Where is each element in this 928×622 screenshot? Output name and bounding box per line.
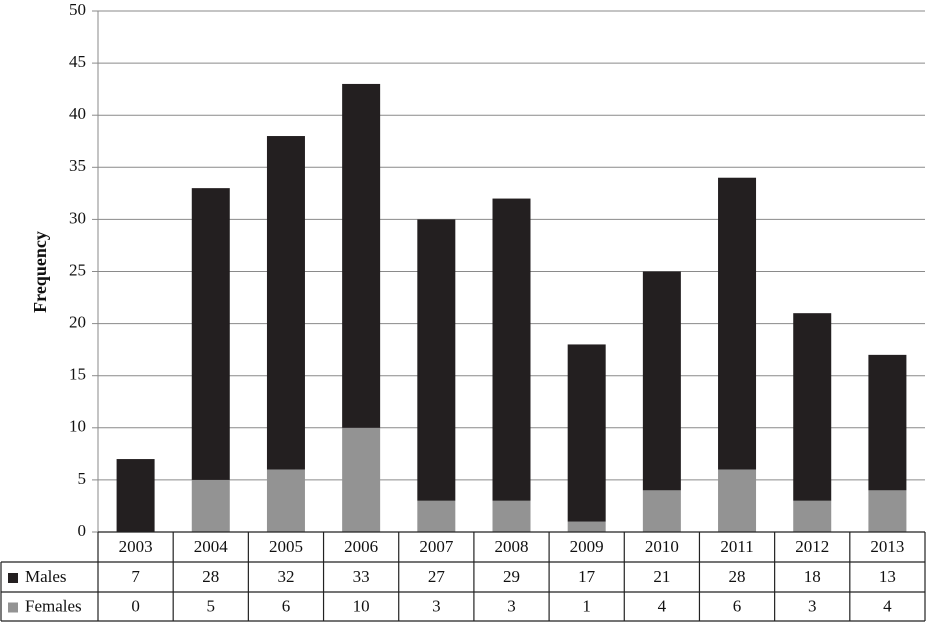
table-value: 6 [282, 596, 291, 615]
bar-segment [718, 177, 757, 470]
legend-label: Females [25, 596, 82, 615]
bar-segment [868, 354, 907, 491]
y-tick-label: 15 [69, 365, 86, 384]
y-tick-label: 50 [69, 0, 86, 19]
bar-segment [342, 83, 381, 428]
table-value: 5 [207, 596, 216, 615]
legend-swatch [8, 573, 18, 583]
legend-swatch [8, 602, 18, 613]
table-value: 27 [428, 567, 446, 586]
table-value: 0 [131, 596, 140, 615]
table-value: 4 [658, 596, 667, 615]
table-value: 13 [879, 567, 896, 586]
table-value: 10 [353, 596, 370, 615]
x-tick-label: 2005 [269, 537, 303, 556]
bar-segment [793, 500, 832, 532]
y-tick-label: 10 [69, 417, 86, 436]
x-tick-label: 2012 [795, 537, 829, 556]
bar-segment [793, 313, 832, 501]
bar-segment [191, 479, 230, 532]
table-value: 17 [578, 567, 596, 586]
bar-segment [567, 344, 606, 522]
bar-segment [868, 490, 907, 532]
y-tick-label: 20 [69, 313, 86, 332]
y-tick-label: 45 [69, 52, 86, 71]
y-tick-label: 0 [78, 521, 87, 540]
y-tick-label: 30 [69, 208, 86, 227]
legend-label: Males [25, 567, 67, 586]
y-tick-label: 35 [69, 156, 86, 175]
table-value: 29 [503, 567, 520, 586]
table-value: 28 [729, 567, 746, 586]
bar-segment [342, 427, 381, 532]
table-value: 18 [804, 567, 821, 586]
bar-segment [417, 219, 456, 501]
y-tick-label: 25 [69, 260, 86, 279]
table-value: 1 [582, 596, 591, 615]
table-value: 21 [653, 567, 670, 586]
x-tick-label: 2006 [344, 537, 378, 556]
bar-segment [567, 521, 606, 532]
x-tick-label: 2011 [720, 537, 753, 556]
x-tick-label: 2003 [119, 537, 153, 556]
bar-segment [191, 188, 230, 480]
table-value: 6 [733, 596, 742, 615]
bar-segment [417, 500, 456, 532]
x-tick-label: 2013 [870, 537, 904, 556]
table-value: 3 [507, 596, 516, 615]
x-tick-label: 2004 [194, 537, 229, 556]
table-value: 4 [883, 596, 892, 615]
bar-segment [116, 459, 155, 532]
y-tick-label: 5 [78, 469, 87, 488]
y-axis-label: Frequency [30, 231, 50, 313]
bar-segment [642, 271, 681, 491]
table-value: 32 [277, 567, 294, 586]
table-value: 33 [353, 567, 370, 586]
x-tick-label: 2010 [645, 537, 679, 556]
table-value: 28 [202, 567, 219, 586]
bar-segment [492, 198, 531, 501]
bar-segment [642, 490, 681, 532]
bar-segment [266, 469, 305, 532]
table-value: 7 [131, 567, 140, 586]
y-tick-label: 40 [69, 104, 86, 123]
bar-segment [492, 500, 531, 532]
x-tick-label: 2008 [495, 537, 529, 556]
x-tick-label: 2009 [570, 537, 604, 556]
bar-segment [266, 136, 305, 470]
x-tick-label: 2007 [419, 537, 454, 556]
table-value: 3 [808, 596, 817, 615]
table-value: 3 [432, 596, 441, 615]
bar-segment [718, 469, 757, 532]
